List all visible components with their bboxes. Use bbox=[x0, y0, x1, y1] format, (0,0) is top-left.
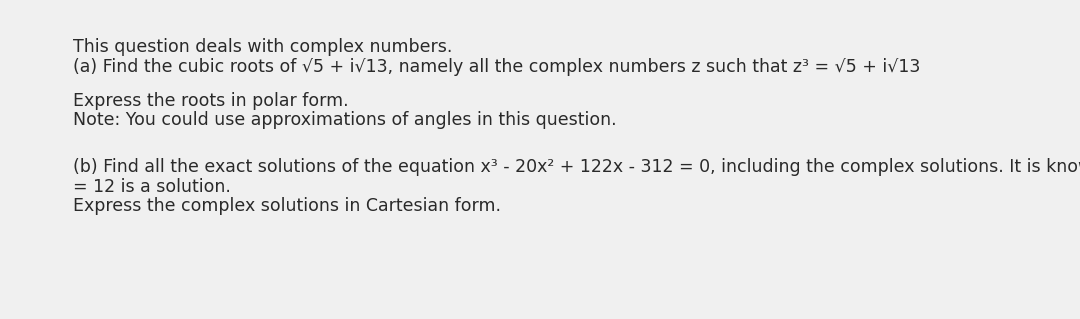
Text: This question deals with complex numbers.: This question deals with complex numbers… bbox=[73, 38, 453, 56]
Text: = 12 is a solution.: = 12 is a solution. bbox=[73, 178, 231, 196]
Text: Express the roots in polar form.: Express the roots in polar form. bbox=[73, 92, 349, 110]
Text: (b) Find all the exact solutions of the equation x³ - 20x² + 122x - 312 = 0, inc: (b) Find all the exact solutions of the … bbox=[73, 158, 1080, 176]
Text: Express the complex solutions in Cartesian form.: Express the complex solutions in Cartesi… bbox=[73, 197, 501, 215]
Text: (a) Find the cubic roots of √5 + i√13, namely all the complex numbers z such tha: (a) Find the cubic roots of √5 + i√13, n… bbox=[73, 58, 921, 76]
Text: Note: You could use approximations of angles in this question.: Note: You could use approximations of an… bbox=[73, 111, 617, 129]
